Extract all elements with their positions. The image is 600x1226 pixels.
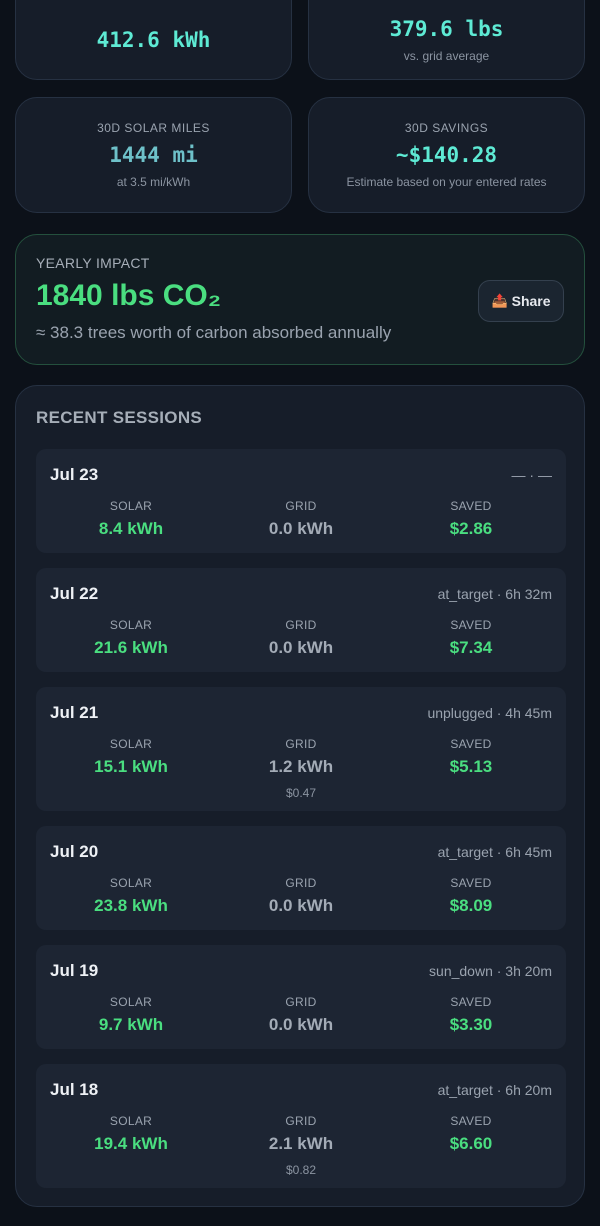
- session-row[interactable]: Jul 20 at_target · 6h 45m SOLAR 23.8 kWh …: [36, 826, 566, 930]
- recent-sessions-title: RECENT SESSIONS: [36, 408, 203, 427]
- grid-label: GRID: [285, 737, 317, 751]
- co2-value: 379.6 lbs: [389, 17, 504, 41]
- session-row[interactable]: Jul 21 unplugged · 4h 45m SOLAR 15.1 kWh …: [36, 687, 566, 811]
- session-status: at_target · 6h 45m: [437, 844, 552, 860]
- solar-miles-card: 30D SOLAR MILES 1444 mi at 3.5 mi/kWh: [15, 97, 292, 213]
- saved-label: SAVED: [450, 618, 492, 632]
- grid-label: GRID: [285, 995, 317, 1009]
- saved-label: SAVED: [450, 1114, 492, 1128]
- solar-column: SOLAR 19.4 kWh: [36, 1114, 226, 1154]
- grid-value: 0.0 kWh: [268, 638, 334, 657]
- saved-column: SAVED $6.60: [376, 1114, 566, 1154]
- solar-value: 19.4 kWh: [94, 1134, 168, 1153]
- session-date: Jul 23: [50, 465, 99, 484]
- session-status: sun_down · 3h 20m: [429, 963, 552, 979]
- solar-miles-label: 30D SOLAR MILES: [97, 121, 210, 135]
- solar-value: 23.8 kWh: [94, 896, 168, 915]
- session-row[interactable]: Jul 18 at_target · 6h 20m SOLAR 19.4 kWh …: [36, 1064, 566, 1188]
- saved-label: SAVED: [450, 995, 492, 1009]
- session-row[interactable]: Jul 19 sun_down · 3h 20m SOLAR 9.7 kWh GR…: [36, 945, 566, 1049]
- share-icon: 📤: [491, 293, 508, 308]
- session-status: — · —: [511, 467, 552, 483]
- energy-card: 412.6 kWh: [15, 0, 292, 80]
- grid-value: 0.0 kWh: [268, 1015, 334, 1034]
- grid-cost: $0.82: [285, 1163, 317, 1177]
- saved-column: SAVED $5.13: [376, 737, 566, 777]
- savings-card: 30D SAVINGS ~$140.28 Estimate based on y…: [308, 97, 585, 213]
- grid-label: GRID: [285, 618, 317, 632]
- grid-label: GRID: [285, 876, 317, 890]
- yearly-impact-card: YEARLY IMPACT 1840 lbs CO₂ ≈ 38.3 trees …: [15, 234, 585, 365]
- solar-label: SOLAR: [109, 876, 153, 890]
- saved-value: $6.60: [449, 1134, 493, 1153]
- solar-column: SOLAR 15.1 kWh: [36, 737, 226, 777]
- saved-label: SAVED: [450, 737, 492, 751]
- solar-label: SOLAR: [109, 995, 153, 1009]
- solar-column: SOLAR 23.8 kWh: [36, 876, 226, 916]
- solar-miles-sub: at 3.5 mi/kWh: [116, 175, 191, 189]
- solar-label: SOLAR: [109, 1114, 153, 1128]
- session-status: at_target · 6h 32m: [437, 586, 552, 602]
- saved-value: $3.30: [449, 1015, 493, 1034]
- solar-value: 21.6 kWh: [94, 638, 168, 657]
- grid-column: GRID 0.0 kWh: [206, 499, 396, 539]
- solar-value: 9.7 kWh: [98, 1015, 164, 1034]
- yearly-impact-sub: ≈ 38.3 trees worth of carbon absorbed an…: [36, 323, 392, 342]
- saved-column: SAVED $3.30: [376, 995, 566, 1035]
- recent-sessions-card: RECENT SESSIONS Jul 23 — · — SOLAR 8.4 kW…: [15, 385, 585, 1207]
- session-date: Jul 20: [50, 842, 99, 861]
- saved-label: SAVED: [450, 499, 492, 513]
- grid-value: 1.2 kWh: [268, 757, 334, 776]
- grid-label: GRID: [285, 1114, 317, 1128]
- share-button[interactable]: 📤 Share: [478, 280, 564, 322]
- grid-column: GRID 2.1 kWh $0.82: [206, 1114, 396, 1177]
- session-date: Jul 21: [50, 703, 99, 722]
- saved-column: SAVED $7.34: [376, 618, 566, 658]
- saved-column: SAVED $2.86: [376, 499, 566, 539]
- grid-cost: $0.47: [285, 786, 317, 800]
- solar-column: SOLAR 8.4 kWh: [36, 499, 226, 539]
- solar-column: SOLAR 21.6 kWh: [36, 618, 226, 658]
- grid-column: GRID 0.0 kWh: [206, 876, 396, 916]
- grid-column: GRID 0.0 kWh: [206, 618, 396, 658]
- session-date: Jul 18: [50, 1080, 99, 1099]
- saved-label: SAVED: [450, 876, 492, 890]
- savings-value: ~$140.28: [395, 143, 498, 167]
- solar-value: 8.4 kWh: [98, 519, 164, 538]
- grid-label: GRID: [285, 499, 317, 513]
- session-row[interactable]: Jul 22 at_target · 6h 32m SOLAR 21.6 kWh …: [36, 568, 566, 672]
- yearly-impact-label: YEARLY IMPACT: [36, 255, 150, 271]
- saved-value: $5.13: [449, 757, 493, 776]
- solar-label: SOLAR: [109, 737, 153, 751]
- saved-column: SAVED $8.09: [376, 876, 566, 916]
- co2-card: 379.6 lbs vs. grid average: [308, 0, 585, 80]
- grid-value: 0.0 kWh: [268, 896, 334, 915]
- grid-column: GRID 1.2 kWh $0.47: [206, 737, 396, 800]
- grid-column: GRID 0.0 kWh: [206, 995, 396, 1035]
- solar-miles-value: 1444 mi: [109, 143, 198, 167]
- saved-value: $2.86: [449, 519, 493, 538]
- session-date: Jul 19: [50, 961, 99, 980]
- saved-value: $7.34: [449, 638, 493, 657]
- solar-label: SOLAR: [109, 618, 153, 632]
- solar-column: SOLAR 9.7 kWh: [36, 995, 226, 1035]
- co2-sub: vs. grid average: [403, 49, 490, 63]
- session-date: Jul 22: [50, 584, 99, 603]
- energy-value: 412.6 kWh: [96, 28, 211, 52]
- session-status: at_target · 6h 20m: [437, 1082, 552, 1098]
- grid-value: 0.0 kWh: [268, 519, 334, 538]
- grid-value: 2.1 kWh: [268, 1134, 334, 1153]
- session-status: unplugged · 4h 45m: [427, 705, 552, 721]
- session-row[interactable]: Jul 23 — · — SOLAR 8.4 kWh GRID 0.0 kWh SA…: [36, 449, 566, 553]
- saved-value: $8.09: [449, 896, 493, 915]
- savings-sub: Estimate based on your entered rates: [346, 175, 547, 189]
- solar-value: 15.1 kWh: [94, 757, 168, 776]
- solar-label: SOLAR: [109, 499, 153, 513]
- savings-label: 30D SAVINGS: [404, 121, 489, 135]
- share-label: Share: [511, 293, 551, 309]
- yearly-impact-value: 1840 lbs CO₂: [36, 279, 222, 312]
